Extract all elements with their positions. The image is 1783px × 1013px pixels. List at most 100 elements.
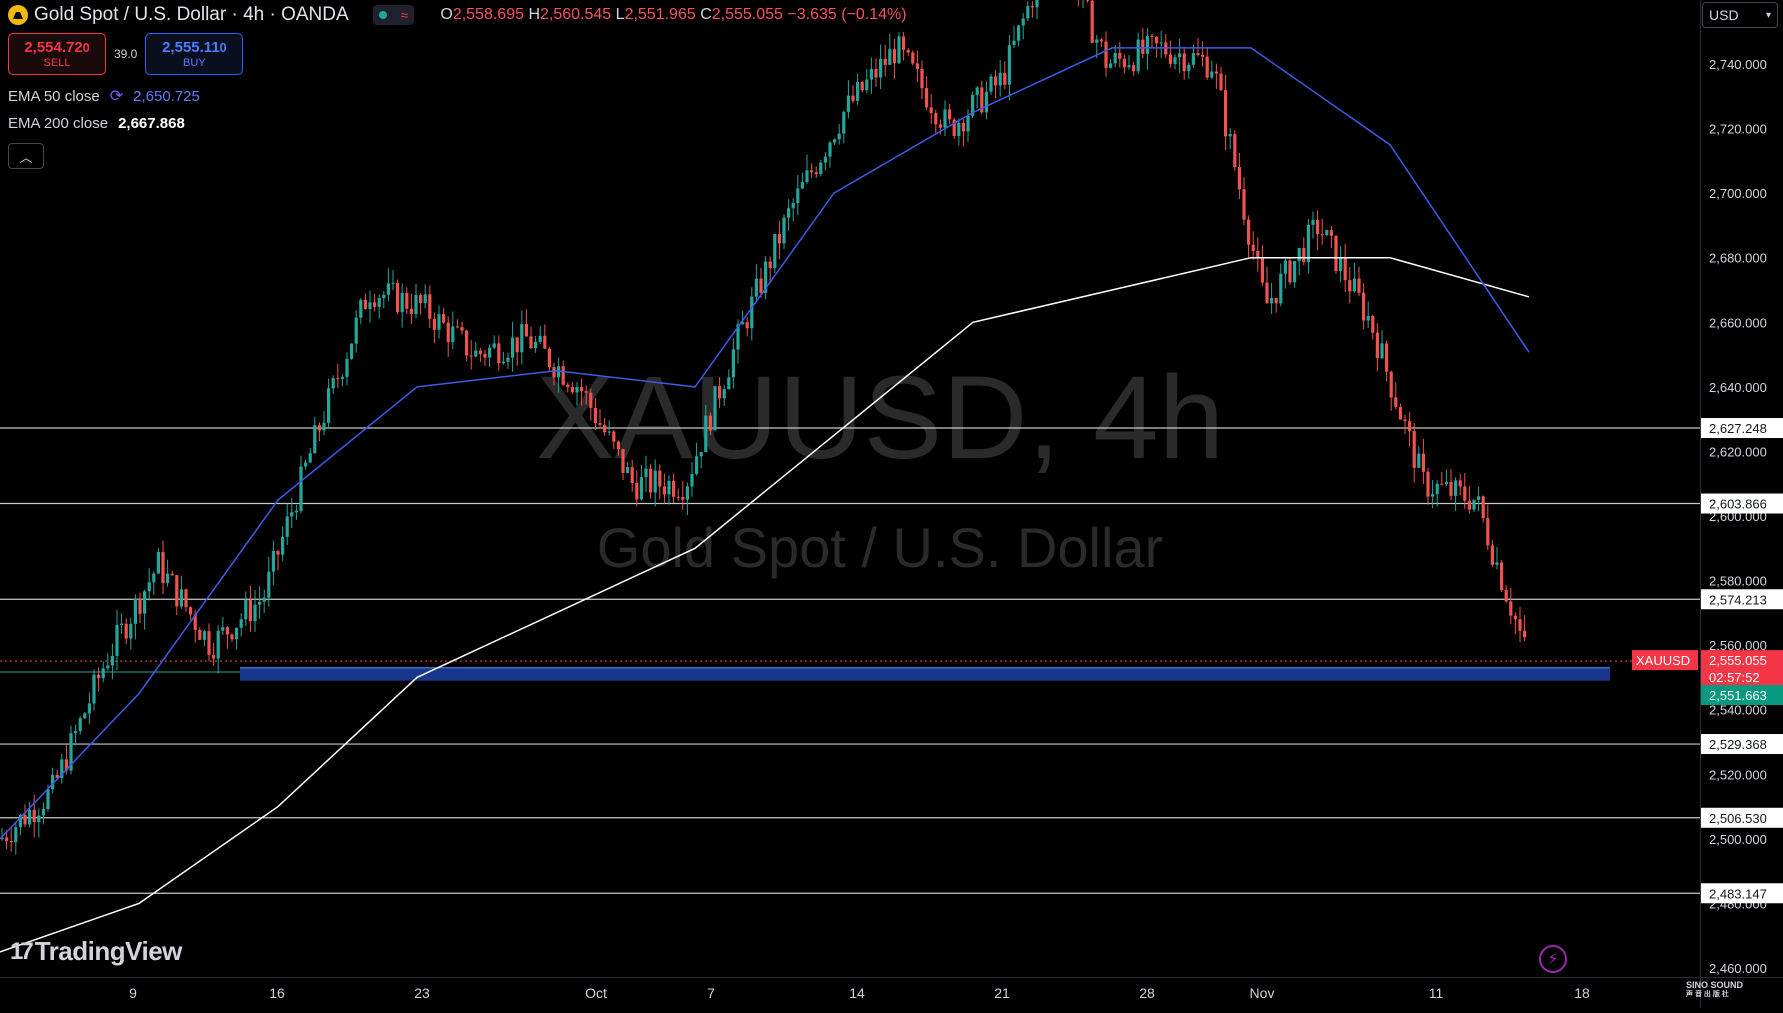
buy-button[interactable]: 2,555.110 BUY <box>145 33 244 75</box>
market-status[interactable]: ≈ <box>372 5 415 25</box>
candle-body <box>225 627 229 635</box>
candle-body <box>221 627 225 631</box>
candle-body <box>1293 261 1297 283</box>
candle-body <box>327 388 331 423</box>
candle-body <box>359 299 363 318</box>
ema50-legend[interactable]: EMA 50 close ⟳ 2,650.725 <box>8 86 200 106</box>
ema200-legend[interactable]: EMA 200 close 2,667.868 <box>8 115 185 132</box>
support-zone[interactable] <box>240 667 1610 681</box>
candle-body <box>230 634 234 640</box>
candle-body <box>1316 220 1320 235</box>
candle-body <box>313 425 317 454</box>
candle-body <box>819 162 823 175</box>
candle-body <box>83 713 87 719</box>
candle-body <box>672 480 676 497</box>
candle-body <box>1385 343 1389 372</box>
ema50-line[interactable] <box>0 47 1530 840</box>
time-axis[interactable]: 9 16 23 Oct 7 14 21 28 Nov 11 18 <box>0 977 1700 1008</box>
corner-brand-line1: SINO SOUND <box>1686 980 1744 990</box>
corner-brand: SINO SOUND 声 音 出 版 社 <box>1686 980 1743 1000</box>
candle-body <box>782 217 786 244</box>
candle-body <box>133 598 137 624</box>
candle-body <box>1389 371 1393 398</box>
candle-body <box>474 350 478 357</box>
candle-body <box>603 424 607 433</box>
candle-body <box>1440 483 1444 485</box>
candle-body <box>607 431 611 433</box>
candle-body <box>1504 590 1508 602</box>
candle-body <box>1187 64 1191 72</box>
candle-body <box>524 324 528 337</box>
candle-body <box>1155 36 1159 44</box>
candle-body <box>1247 219 1251 245</box>
candle-body <box>833 139 837 143</box>
symbol-title[interactable]: Gold Spot / U.S. Dollar · 4h · OANDA <box>34 4 349 25</box>
candle-body <box>814 172 818 175</box>
candle-body <box>621 449 625 473</box>
candle-body <box>1095 39 1099 43</box>
candle-body <box>455 326 459 328</box>
close-label: C <box>700 6 712 23</box>
buy-label: BUY <box>183 57 206 69</box>
candle-body <box>60 759 64 778</box>
candle-body <box>432 318 436 330</box>
candle-body <box>810 170 814 173</box>
price-chart[interactable]: XAUUSD, 4h Gold Spot / U.S. Dollar XAUUSD <box>0 0 1700 977</box>
price-tick-label: 2,720.000 <box>1709 122 1767 137</box>
sell-button[interactable]: 2,554.720 SELL <box>8 33 106 75</box>
candle-body <box>1191 53 1195 65</box>
candle-body <box>1463 486 1467 501</box>
loading-cycle-icon: ⟳ <box>109 88 124 105</box>
candle-body <box>511 337 515 358</box>
ema200-line[interactable] <box>0 256 1530 953</box>
time-tick-label: 9 <box>129 985 137 1001</box>
candle-body <box>64 759 68 771</box>
candle-body <box>741 322 745 325</box>
candle-body <box>1431 494 1435 497</box>
candle-body <box>110 655 114 666</box>
candle-body <box>860 82 864 91</box>
candle-body <box>281 536 285 555</box>
candle-body <box>1260 257 1264 283</box>
level-price-label: 2,483.147 <box>1709 886 1767 901</box>
candle-body <box>1458 480 1462 487</box>
candle-body <box>175 575 179 607</box>
candle-body <box>1136 39 1140 72</box>
change-value: −3.635 (−0.14%) <box>787 6 907 23</box>
candle-body <box>791 203 795 209</box>
candle-body <box>1500 562 1504 591</box>
trade-panel: 2,554.720 SELL 39.0 2,555.110 BUY <box>8 33 244 75</box>
candle-body <box>929 107 933 114</box>
candle-body <box>1339 258 1343 272</box>
candle-body <box>1362 292 1366 321</box>
chart-area[interactable]: XAUUSD, 4h Gold Spot / U.S. Dollar XAUUSD <box>0 0 1700 977</box>
watermark-symbol: XAUUSD, 4h <box>536 352 1225 484</box>
level-price-label: 2,529.368 <box>1709 737 1767 752</box>
candle-body <box>1021 18 1025 26</box>
open-label: O <box>440 6 453 23</box>
corner-brand-line2: 声 音 出 版 社 <box>1686 991 1729 998</box>
collapse-legend-button[interactable]: ︿ <box>8 143 44 169</box>
candle-body <box>1394 397 1398 408</box>
candle-body <box>676 496 680 498</box>
tradingview-logo[interactable]: 17 TradingView <box>10 936 182 967</box>
price-axis[interactable]: 2,740.000 2,720.000 2,700.000 2,680.000 2,66… <box>1700 0 1783 977</box>
lightning-icon[interactable]: ⚡ <box>1539 945 1567 973</box>
candle-body <box>1099 39 1103 42</box>
level-price-tag <box>1701 418 1783 439</box>
candle-body <box>759 278 763 293</box>
candle-body <box>1270 297 1274 304</box>
candle-body <box>414 295 418 314</box>
currency-selector[interactable]: USD ▾ <box>1702 2 1778 28</box>
candle-body <box>616 441 620 450</box>
candle-body <box>290 512 294 517</box>
level-price-tag <box>1701 493 1783 514</box>
candle-body <box>828 142 832 157</box>
candle-body <box>1030 6 1034 8</box>
candles[interactable] <box>0 0 1527 855</box>
candle-body <box>212 654 216 659</box>
candle-body <box>538 335 542 342</box>
candle-body <box>170 573 174 576</box>
level-price-tag <box>1701 589 1783 610</box>
candle-body <box>1256 250 1260 258</box>
